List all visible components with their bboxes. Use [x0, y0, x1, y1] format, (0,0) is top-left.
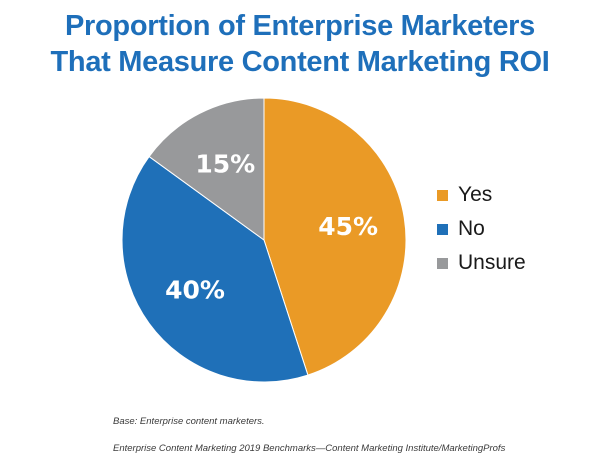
legend-label-unsure: Unsure: [458, 251, 526, 274]
slice-label-yes: 45%: [318, 212, 378, 241]
pie-slice-unsure: [148, 97, 265, 241]
slice-label-no: 40%: [165, 276, 225, 305]
legend-item-no: No: [437, 212, 526, 246]
chart-title-line-1: Proportion of Enterprise Marketers: [64, 10, 535, 42]
legend-swatch-unsure: [437, 257, 448, 269]
legend: Yes No Unsure: [437, 178, 526, 280]
chart-title-line-2: That Measure Content Marketing ROI: [50, 46, 550, 78]
legend-label-yes: Yes: [458, 183, 493, 206]
slice-label-unsure: 15%: [195, 150, 255, 179]
footnote-source: Enterprise Content Marketing 2019 Benchm…: [113, 443, 506, 454]
chart-title: Proportion of Enterprise Marketers That …: [0, 8, 600, 80]
pie-slice-yes: [263, 97, 407, 376]
legend-swatch-yes: [437, 189, 448, 201]
legend-label-no: No: [458, 217, 485, 240]
legend-swatch-no: [437, 223, 448, 235]
footnote-base: Base: Enterprise content marketers.: [113, 416, 265, 427]
legend-item-yes: Yes: [437, 178, 526, 212]
pie-slice-no: [121, 155, 309, 383]
legend-item-unsure: Unsure: [437, 246, 526, 280]
